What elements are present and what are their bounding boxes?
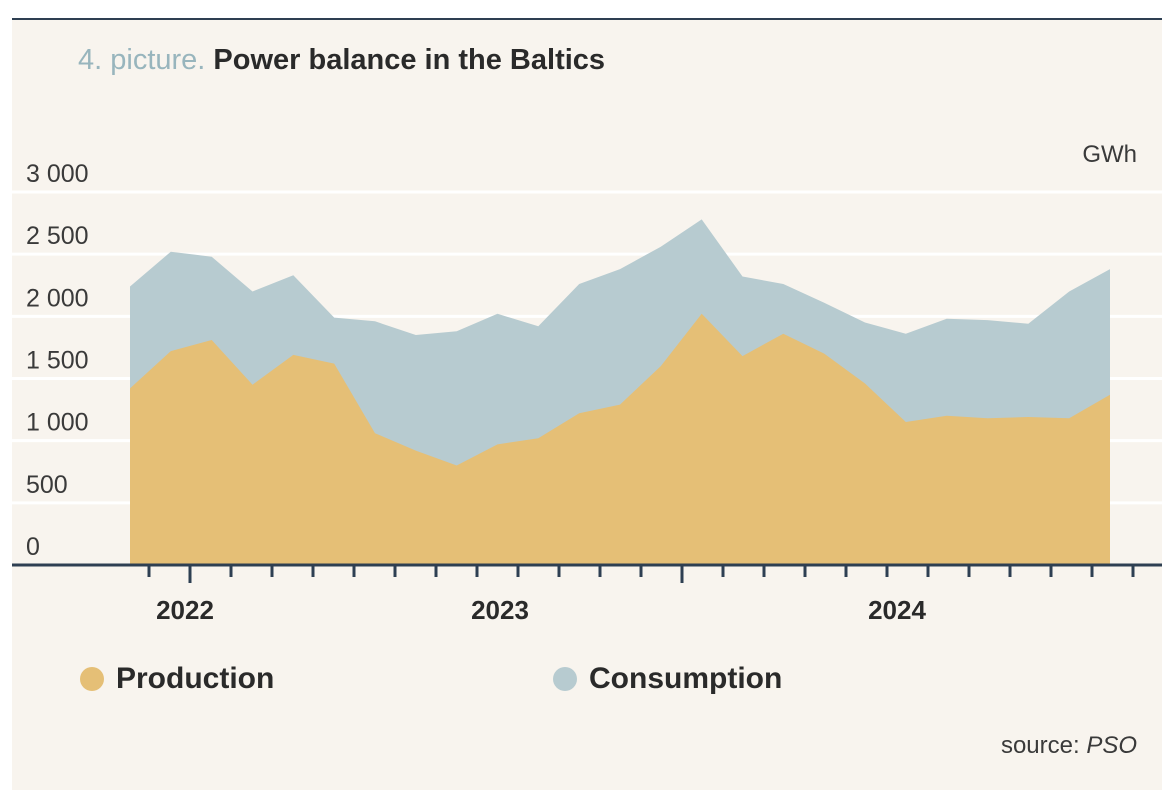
production-area	[130, 313, 1110, 565]
x-axis: 2022 2023 2024	[12, 563, 1162, 625]
areas	[130, 219, 1110, 565]
y-tick-label: 1 000	[26, 409, 89, 437]
legend-production: Production	[80, 662, 274, 696]
y-tick-label: 1 500	[26, 347, 89, 375]
x-year-label: 2023	[471, 595, 529, 625]
x-year-label: 2024	[868, 595, 926, 625]
source-name: PSO	[1086, 732, 1137, 759]
unit-label: GWh	[1082, 141, 1137, 168]
y-tick-label: 2 000	[26, 284, 89, 312]
legend-consumption: Consumption	[553, 662, 782, 696]
source-note: source: PSO	[1001, 732, 1137, 760]
legend-production-label: Production	[116, 662, 275, 695]
title-number: 4. picture.	[78, 44, 206, 76]
production-swatch-icon	[80, 667, 104, 691]
y-tick-label: 3 000	[26, 160, 89, 188]
y-tick-label: 2 500	[26, 222, 89, 250]
y-tick-label: 500	[26, 471, 68, 499]
y-axis: 0 500 1 000 1 500 2 000 2 500 3 000	[26, 160, 89, 561]
chart-title: 4. picture. Power balance in the Baltics	[78, 44, 605, 77]
legend-consumption-label: Consumption	[589, 662, 783, 695]
title-text: Power balance in the Baltics	[213, 44, 606, 76]
source-prefix: source:	[1000, 732, 1087, 759]
x-year-label: 2022	[156, 595, 214, 625]
y-tick-label: 0	[26, 533, 40, 561]
consumption-swatch-icon	[553, 667, 577, 691]
